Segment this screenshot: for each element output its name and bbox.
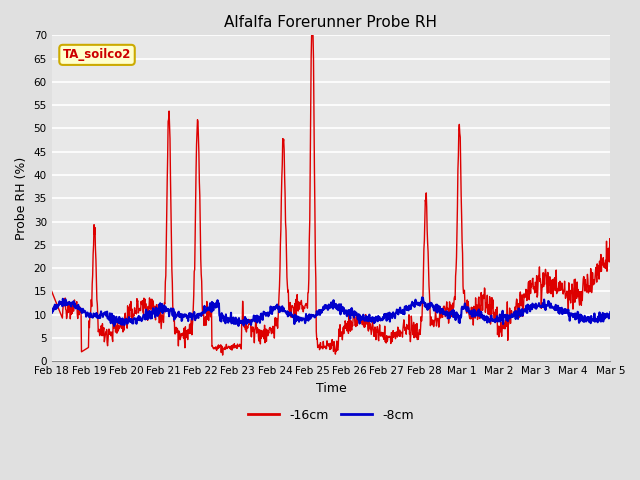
Text: TA_soilco2: TA_soilco2 (63, 48, 131, 61)
X-axis label: Time: Time (316, 382, 346, 395)
Y-axis label: Probe RH (%): Probe RH (%) (15, 156, 28, 240)
Legend: -16cm, -8cm: -16cm, -8cm (243, 404, 419, 427)
Title: Alfalfa Forerunner Probe RH: Alfalfa Forerunner Probe RH (225, 15, 438, 30)
